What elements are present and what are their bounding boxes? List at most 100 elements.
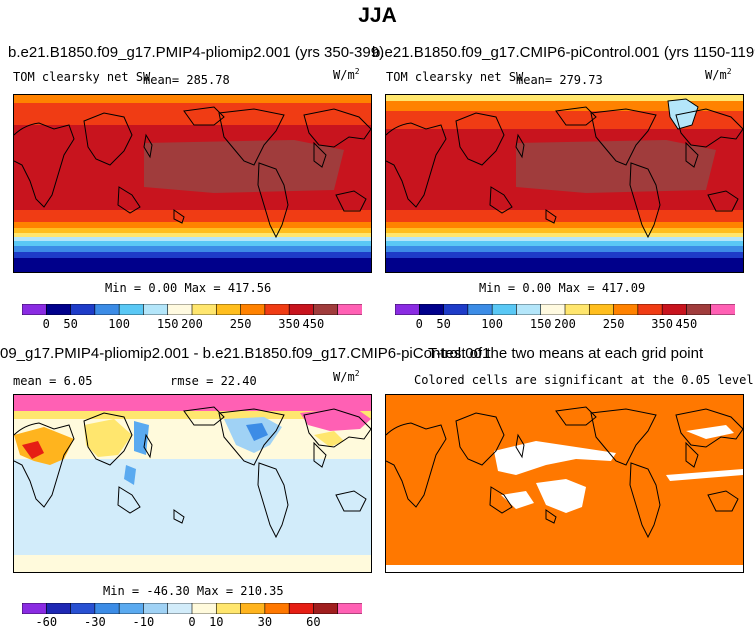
colorbar-swatch (191, 603, 217, 614)
band (14, 411, 371, 419)
band (386, 241, 743, 246)
colorbar-swatch (118, 603, 145, 614)
bottom-left-case-title: 09_g17.PMIP4-pliomip2.001 - b.e21.B1850.… (0, 345, 491, 362)
top-right-map (385, 94, 744, 273)
colorbar-swatch (143, 603, 169, 614)
top-right-variable: TOM clearsky net SW (386, 70, 524, 84)
top-left-colorbar-swatches (22, 304, 362, 315)
colorbar-swatch (167, 304, 193, 315)
top-right-minmax: Min = 0.00 Max = 417.09 (479, 281, 646, 295)
colorbar-tick-label: 200 (554, 317, 576, 331)
colorbar-swatch (613, 304, 639, 315)
colorbar-swatch (661, 304, 688, 315)
colorbar-tick-label: 0 (188, 615, 196, 629)
bottom-left-mean: mean = 6.05 (13, 374, 93, 388)
bottom-left-rmse: rmse = 22.40 (170, 374, 257, 388)
colorbar-tick-label: -30 (84, 615, 106, 629)
warm-anomaly (314, 431, 344, 447)
colorbar-swatch (686, 304, 712, 315)
colorbar-swatch (288, 603, 315, 614)
colorbar-swatch (516, 304, 542, 315)
band (14, 228, 371, 233)
colorbar-tick-label: 0 (42, 317, 50, 331)
insignificant-region (386, 565, 743, 572)
bottom-right-title: T-test of the two means at each grid poi… (428, 345, 704, 362)
coastlines (386, 406, 743, 539)
band (14, 246, 371, 252)
difference-map-svg (14, 395, 371, 572)
top-right-colorbar-swatches (395, 304, 735, 315)
band (14, 395, 371, 411)
band (386, 228, 743, 233)
band (14, 222, 371, 228)
colorbar-swatch (191, 304, 217, 315)
warm-anomaly (300, 407, 371, 431)
band (386, 252, 743, 258)
colorbar-swatch (337, 603, 362, 614)
colorbar-tick-label: -60 (35, 615, 58, 629)
colorbar-swatch (264, 603, 290, 614)
colorbar-tick-label: 30 (257, 615, 273, 629)
band (14, 103, 371, 125)
colorbar-swatch (313, 603, 339, 614)
top-left-variable: TOM clearsky net SW (13, 70, 151, 84)
warm-anomaly (14, 427, 74, 465)
colorbar-swatch (94, 304, 120, 315)
colorbar-swatch (313, 304, 339, 315)
colorbar-tick-label: 450 (302, 317, 325, 331)
band (386, 111, 743, 129)
ttest-map-svg (386, 395, 743, 572)
top-right-colorbar-labels: 0 50 100 150 200 250 350 450 (395, 317, 735, 333)
band (386, 210, 743, 222)
band (14, 555, 371, 572)
band (14, 241, 371, 246)
top-left-mean: mean= 285.78 (143, 73, 230, 87)
insignificant-region (494, 441, 616, 475)
colorbar-tick-label: 450 (675, 317, 698, 331)
colorbar-swatch (588, 304, 615, 315)
colorbar-swatch (491, 304, 518, 315)
colorbar-tick-label: 100 (108, 317, 130, 331)
top-left-minmax: Min = 0.00 Max = 417.56 (105, 281, 272, 295)
colorbar-tick-label: 150 (156, 317, 179, 331)
colorbar-tick-label: 250 (602, 317, 625, 331)
bottom-left-units: W/m2 (333, 369, 360, 384)
colorbar-tick-label: 60 (306, 615, 321, 629)
colorbar-swatch (70, 304, 96, 315)
colorbar-swatch (337, 304, 362, 315)
warm-anomaly (22, 441, 44, 459)
colorbar-swatch (215, 304, 242, 315)
insignificant-region (501, 491, 534, 509)
colorbar-swatch (395, 304, 420, 315)
top-left-colorbar: 0 50 100 150 200 250 350 450 (22, 304, 362, 336)
bottom-left-minmax: Min = -46.30 Max = 210.35 (103, 584, 284, 598)
colorbar-swatch (143, 304, 169, 315)
colorbar-tick-label: 0 (415, 317, 423, 331)
colorbar-swatch (70, 603, 96, 614)
band (14, 495, 371, 555)
difference-colorbar-labels: -60 -30 -10 0 10 30 60 (22, 615, 362, 631)
insignificant-region (686, 425, 734, 439)
colorbar-swatch (240, 304, 266, 315)
coastlines (386, 98, 743, 239)
colorbar-swatch (540, 304, 566, 315)
colorbar-tick-label: 200 (181, 317, 203, 331)
coastlines (14, 406, 371, 539)
band (14, 210, 371, 222)
top-right-units: W/m2 (705, 67, 732, 82)
colorbar-swatch (22, 304, 47, 315)
colorbar-swatch (118, 304, 145, 315)
top-right-map-svg (386, 95, 743, 272)
colorbar-swatch (167, 603, 193, 614)
band (386, 237, 743, 241)
colorbar-tick-label: 100 (481, 317, 503, 331)
cool-anomaly (246, 423, 268, 441)
figure-title: JJA (358, 4, 397, 27)
band (14, 252, 371, 258)
colorbar-tick-label: 10 (209, 615, 224, 629)
colorbar-swatch (264, 304, 290, 315)
band (386, 101, 743, 111)
difference-colorbar-swatches (22, 603, 362, 614)
band (14, 233, 371, 237)
colorbar-swatch (418, 304, 445, 315)
